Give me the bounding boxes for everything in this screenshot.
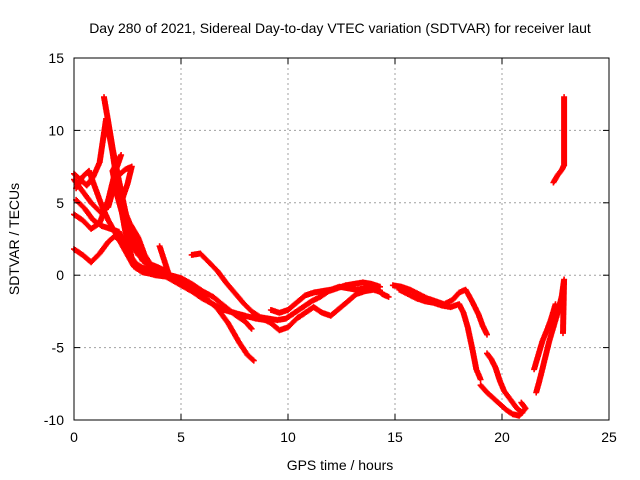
x-tick-label: 20: [494, 429, 510, 445]
y-tick-label: -10: [44, 412, 64, 428]
data-series-satellite-track-10: [267, 282, 392, 316]
data-series-satellite-track-6: [101, 94, 169, 279]
data-series-satellite-track-15: [533, 276, 568, 396]
y-tick-label: 5: [56, 195, 64, 211]
y-axis-label: SDTVAR / TECUs: [6, 183, 22, 295]
data-series-satellite-track-13: [484, 350, 526, 416]
data-series-satellite-track-7: [73, 167, 154, 277]
data-series-satellite-track-14: [477, 382, 529, 419]
data-series-satellite-track-17: [550, 94, 568, 186]
y-tick-label: -5: [52, 340, 65, 356]
x-tick-label: 5: [177, 429, 185, 445]
x-tick-label: 10: [280, 429, 296, 445]
x-axis-label: GPS time / hours: [287, 457, 394, 473]
data-series-satellite-track-16: [531, 301, 559, 373]
y-tick-label: 15: [48, 50, 64, 66]
grid: [74, 58, 609, 420]
axis-ticks: 0 5 10 15 20 25 -10 -5 0 5 10 15: [44, 50, 617, 445]
plot-data: [71, 94, 568, 419]
data-series-satellite-track-12: [396, 286, 484, 383]
chart-title: Day 280 of 2021, Sidereal Day-to-day VTE…: [89, 20, 591, 36]
x-tick-label: 0: [70, 429, 78, 445]
x-tick-label: 25: [601, 429, 617, 445]
data-series-satellite-track-9: [259, 286, 386, 334]
y-tick-label: 10: [48, 122, 64, 138]
x-tick-label: 15: [387, 429, 403, 445]
y-tick-label: 0: [56, 267, 64, 283]
plot-frame: [73, 57, 610, 421]
